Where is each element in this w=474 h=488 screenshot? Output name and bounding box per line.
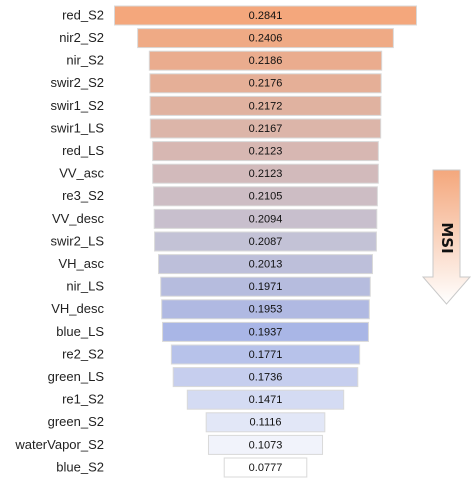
bar-swir1_S2 [149, 95, 382, 116]
bar-re1_S2 [186, 389, 345, 410]
value-label: 0.0777 [249, 462, 283, 474]
value-label: 0.1971 [249, 281, 283, 293]
category-label: waterVapor_S2 [14, 437, 104, 452]
category-label: red_S2 [62, 7, 104, 22]
bar-nir2_S2 [137, 28, 394, 49]
category-label: swir2_LS [51, 233, 105, 248]
bar-swir1_LS [149, 118, 382, 139]
bar-blue_S2 [223, 457, 308, 478]
bar-red_S2 [114, 5, 417, 26]
category-label: nir_LS [66, 279, 104, 294]
category-label: red_LS [62, 143, 104, 158]
value-label: 0.2176 [249, 78, 283, 90]
value-label: 0.2172 [249, 100, 283, 112]
bar-red_LS [152, 141, 379, 162]
msi-arrow-indicator: MSI [421, 169, 472, 305]
value-label: 0.2123 [249, 168, 283, 180]
bar-green_S2 [205, 412, 326, 433]
value-label: 0.2087 [249, 236, 283, 248]
value-label: 0.2105 [249, 191, 283, 203]
category-label: VV_desc [52, 211, 105, 226]
bar-VH_desc [161, 299, 370, 320]
msi-label: MSI [438, 222, 456, 253]
value-label: 0.2841 [249, 10, 283, 22]
category-label: green_LS [48, 369, 105, 384]
value-label: 0.2186 [249, 55, 283, 67]
category-label: re1_S2 [62, 392, 104, 407]
value-label: 0.2013 [249, 259, 283, 271]
category-label: nir_S2 [66, 53, 104, 68]
bar-swir2_LS [154, 231, 377, 252]
value-label: 0.1771 [249, 349, 283, 361]
bar-waterVapor_S2 [207, 434, 324, 455]
bar-VH_asc [158, 254, 373, 275]
value-label: 0.1937 [249, 326, 283, 338]
bar-green_LS [172, 367, 359, 388]
category-label: swir1_LS [51, 120, 105, 135]
bar-blue_LS [162, 321, 369, 342]
bar-VV_desc [153, 208, 378, 229]
value-label: 0.2167 [249, 123, 283, 135]
bar-swir2_S2 [149, 73, 382, 94]
value-label: 0.1953 [249, 304, 283, 316]
category-label: re3_S2 [62, 188, 104, 203]
value-label: 0.1116 [249, 417, 281, 429]
category-label: nir2_S2 [59, 30, 104, 45]
bar-nir_LS [160, 276, 371, 297]
category-label: VH_desc [51, 301, 104, 316]
bar-re2_S2 [170, 344, 361, 365]
bar-VV_asc [152, 163, 379, 184]
bar-re3_S2 [153, 186, 378, 207]
category-label: green_S2 [48, 414, 104, 429]
category-label: re2_S2 [62, 346, 104, 361]
bars-group: 0.2841 red_S2 0.2406 nir2_S2 0.2186 nir_S2 0.2… [14, 5, 417, 478]
category-label: VV_asc [59, 166, 104, 181]
value-label: 0.1471 [249, 394, 283, 406]
value-label: 0.2406 [249, 33, 283, 45]
category-label: blue_S2 [56, 459, 104, 474]
down-arrow-icon [421, 169, 472, 305]
value-label: 0.1736 [249, 372, 283, 384]
value-label: 0.1073 [249, 439, 283, 451]
category-label: swir1_S2 [51, 98, 104, 113]
value-label: 0.2123 [249, 146, 283, 158]
value-label: 0.2094 [249, 213, 283, 225]
category-label: swir2_S2 [51, 75, 104, 90]
bar-nir_S2 [148, 50, 383, 71]
category-label: blue_LS [56, 324, 104, 339]
category-label: VH_asc [58, 256, 104, 271]
